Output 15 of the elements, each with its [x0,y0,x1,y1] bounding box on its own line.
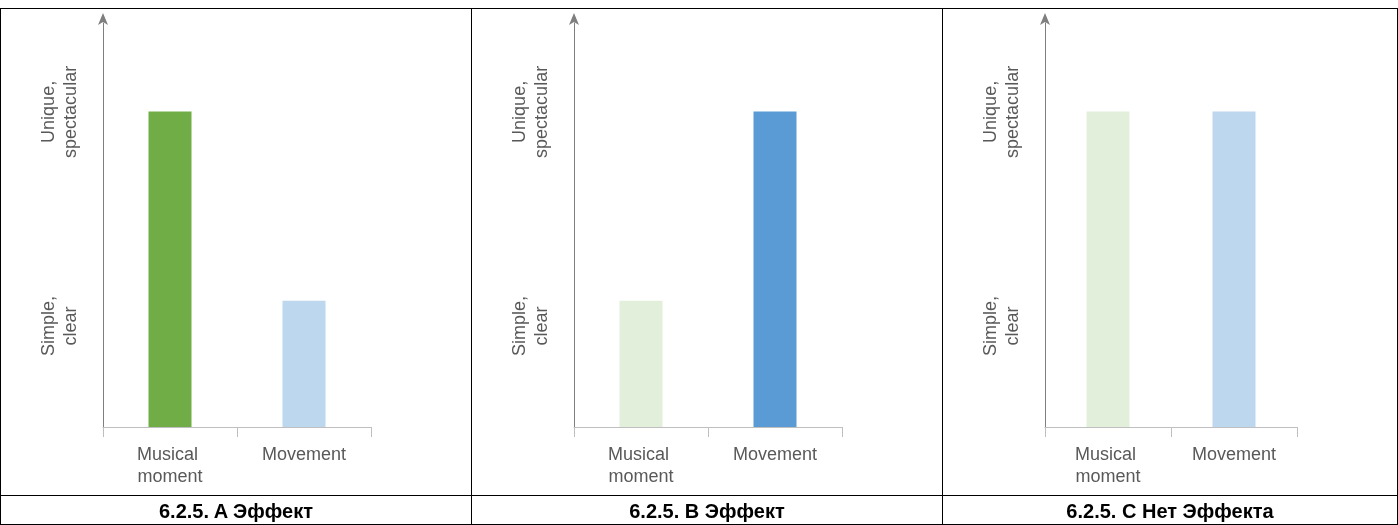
x-tick-label: Musical moment [1074,444,1142,486]
text: 6.2.5. C Нет Эффекта [943,495,1397,524]
text: Simple, clear [509,295,551,357]
text: Unique, spectacular [980,65,1022,158]
x-tick-label: Movement [261,444,347,464]
text: Unique, spectacular [38,65,80,158]
text: Simple, clear [38,295,80,357]
text: 6.2.5. A Эффект [1,495,471,524]
text: Unique, spectacular [509,65,551,158]
x-tick-label: Movement [1191,444,1277,464]
x-tick-label: Movement [732,444,818,464]
text: Simple, clear [980,295,1022,357]
text: 6.2.5. B Эффект [472,495,942,524]
x-tick-label: Musical moment [607,444,675,486]
x-tick-label: Musical moment [136,444,204,486]
